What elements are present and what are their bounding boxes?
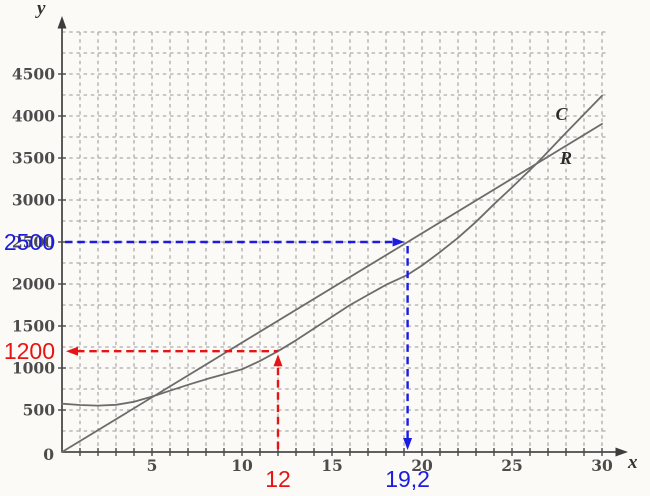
x-tick-label: 10 (231, 456, 253, 475)
arrow-up-icon (273, 354, 283, 367)
y-tick-label: 3000 (12, 191, 55, 210)
x-tick-label: 15 (321, 456, 343, 475)
annotation-x-value: 19,2 (385, 466, 430, 492)
x-axis-letter: x (628, 452, 638, 473)
x-axis-arrow-icon (615, 447, 628, 457)
y-tick-label: 4500 (12, 65, 55, 84)
y-tick-label: 3500 (12, 149, 55, 168)
x-tick-label: 5 (147, 456, 158, 475)
annotation-y-value: 2500 (4, 229, 55, 255)
y-axis-letter: y (37, 0, 46, 19)
arrow-right-icon (392, 237, 405, 247)
x-tick-label: 25 (501, 456, 523, 475)
curve-R (61, 123, 603, 453)
curve-label-R: R (559, 148, 572, 168)
arrow-left-icon (66, 346, 78, 356)
y-tick-label: 2500 (12, 233, 55, 252)
y-tick-label: 2000 (12, 275, 55, 294)
x-tick-label: 30 (591, 456, 613, 475)
arrow-down-icon (403, 438, 413, 450)
y-axis-arrow-icon (57, 16, 67, 29)
curve-label-C: C (555, 104, 568, 124)
annotation-x-value: 12 (265, 466, 291, 492)
curve-C (61, 94, 603, 407)
origin-label: 0 (43, 445, 54, 464)
y-tick-label: 4000 (12, 107, 55, 126)
y-tick-label: 1500 (12, 317, 55, 336)
annotation-y-value: 1200 (4, 338, 55, 364)
y-tick-label: 500 (23, 401, 56, 420)
x-tick-label: 20 (411, 456, 433, 475)
y-tick-label: 1000 (12, 359, 55, 378)
